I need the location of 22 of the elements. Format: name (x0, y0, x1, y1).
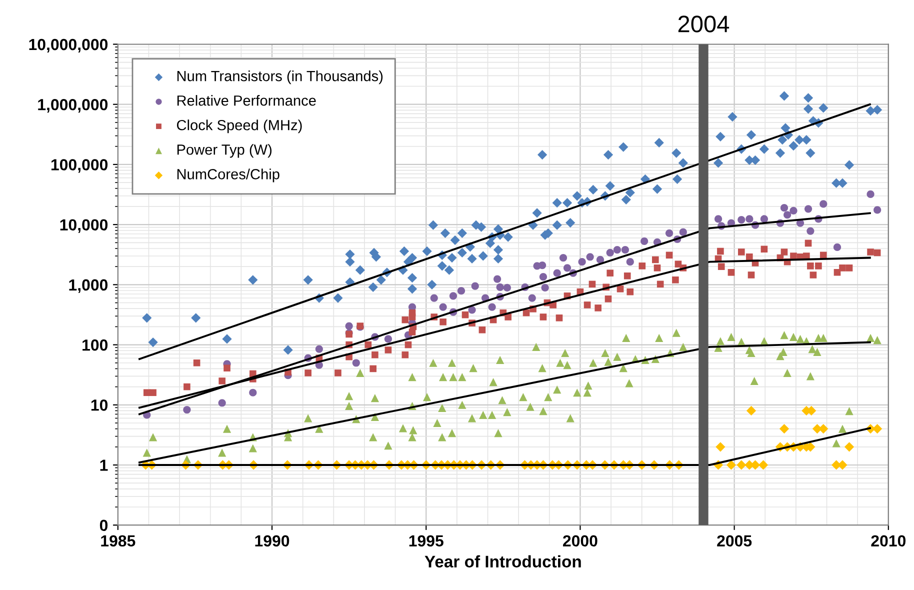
y-tick-label: 100 (82, 339, 108, 351)
legend-label: Num Transistors (in Thousands) (177, 70, 383, 84)
y-tick-label: 1 (100, 460, 108, 471)
y-tick-label: 10,000 (60, 219, 108, 233)
legend-label: Clock Speed (MHz) (176, 120, 302, 134)
y-tick-label: 1,000,000 (38, 98, 108, 113)
x-tick-label: 1990 (255, 535, 290, 547)
x-tick-label: 2000 (562, 535, 598, 547)
y-tick-label: 0 (100, 520, 108, 532)
x-axis-title: Year of Introduction (424, 555, 581, 568)
ref-line-label: 2004 (678, 16, 730, 32)
x-tick-label: 2010 (871, 535, 906, 547)
legend-label: Relative Performance (177, 95, 316, 106)
y-tick-label: 100,000 (51, 159, 108, 173)
y-tick-label: 1,000 (69, 279, 108, 293)
legend-label: Power Typ (W) (177, 144, 272, 158)
x-tick-label: 1995 (409, 535, 444, 547)
y-tick-label: 10,000,000 (29, 38, 108, 53)
legend-label: NumCores/Chip (177, 168, 280, 182)
x-tick-label: 1985 (101, 535, 136, 547)
y-tick-label: 10 (91, 400, 108, 411)
x-tick-label: 2005 (717, 535, 752, 547)
